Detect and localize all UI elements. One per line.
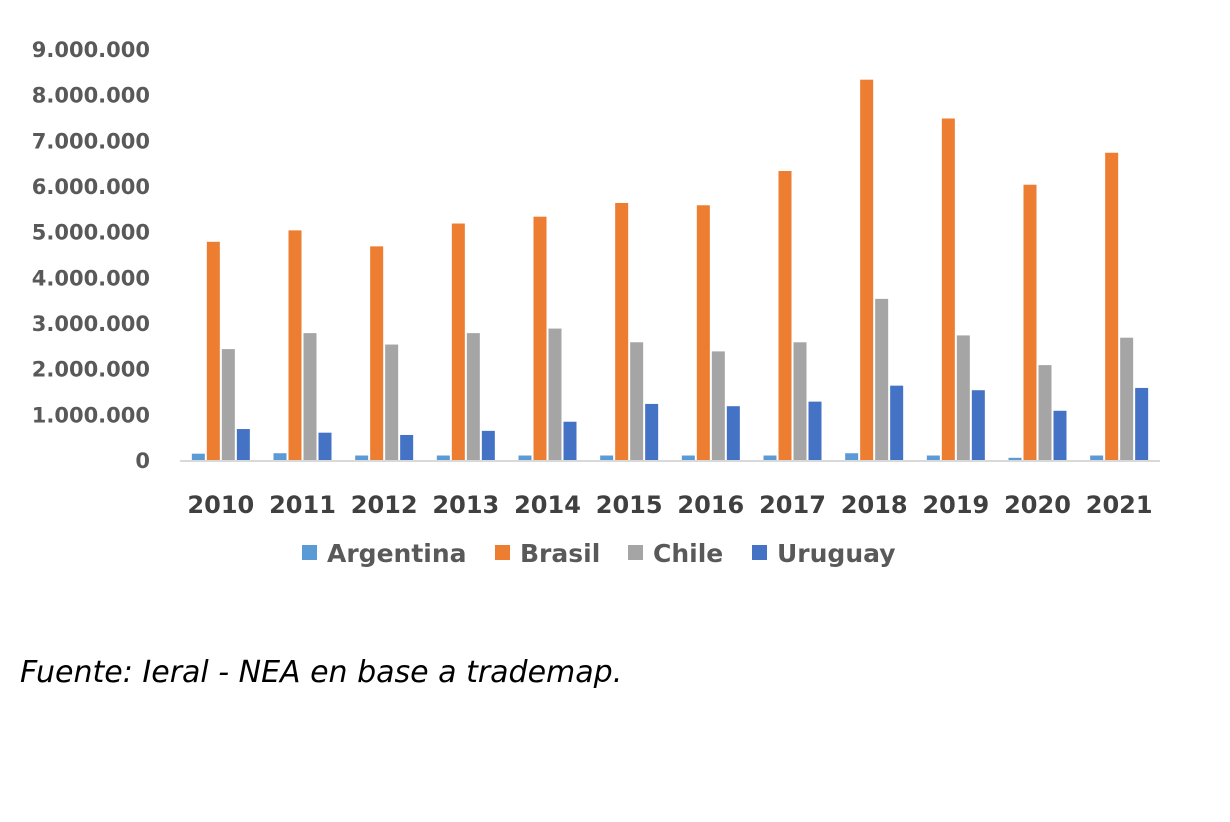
y-tick-label: 6.000.000	[32, 175, 150, 199]
x-tick-label: 2018	[841, 491, 908, 519]
bar-uruguay-2015	[645, 403, 659, 461]
bar-uruguay-2018	[890, 385, 904, 461]
bar-argentina-2016	[681, 455, 695, 461]
x-tick-label: 2011	[269, 491, 336, 519]
bar-argentina-2015	[600, 455, 614, 461]
y-tick-label: 8.000.000	[32, 84, 150, 108]
bar-uruguay-2011	[318, 432, 332, 461]
bar-chile-2015	[630, 342, 644, 461]
legend-swatch	[628, 545, 643, 560]
bar-argentina-2014	[518, 455, 532, 461]
legend-swatch	[752, 545, 767, 560]
bar-uruguay-2017	[808, 401, 822, 461]
bar-brasil-2015	[615, 202, 629, 461]
bar-chile-2014	[548, 328, 562, 461]
bar-brasil-2012	[370, 246, 384, 461]
y-tick-label: 4.000.000	[32, 266, 150, 290]
bar-uruguay-2016	[726, 406, 740, 461]
legend-item-argentina: Argentina	[302, 539, 467, 568]
x-tick-label: 2010	[187, 491, 254, 519]
legend-item-brasil: Brasil	[495, 539, 600, 568]
bar-argentina-2011	[273, 453, 287, 461]
bar-argentina-2010	[191, 453, 205, 461]
bar-argentina-2020	[1008, 457, 1022, 461]
bar-uruguay-2021	[1135, 387, 1149, 461]
bar-uruguay-2020	[1053, 410, 1067, 461]
bar-uruguay-2010	[236, 429, 250, 461]
bar-argentina-2019	[926, 455, 940, 461]
bar-uruguay-2014	[563, 421, 577, 461]
bar-chile-2018	[875, 298, 889, 461]
bars	[191, 79, 1149, 461]
y-tick-label: 5.000.000	[32, 221, 150, 245]
bar-argentina-2013	[436, 455, 450, 461]
y-axis: 0 1.000.000 2.000.000 3.000.000 4.000.000 5.0…	[32, 38, 150, 473]
bar-brasil-2016	[696, 205, 710, 461]
x-tick-label: 2020	[1004, 491, 1071, 519]
legend-label: Chile	[653, 539, 723, 568]
bar-chile-2020	[1038, 365, 1052, 461]
y-tick-label: 7.000.000	[32, 129, 150, 153]
x-tick-label: 2015	[596, 491, 663, 519]
bar-brasil-2018	[860, 79, 874, 461]
y-tick-label: 3.000.000	[32, 312, 150, 336]
legend-label: Argentina	[327, 539, 467, 568]
x-tick-label: 2021	[1086, 491, 1153, 519]
legend-label: Uruguay	[777, 539, 896, 568]
bar-brasil-2017	[778, 171, 792, 461]
legend-item-uruguay: Uruguay	[752, 539, 896, 568]
x-tick-label: 2012	[351, 491, 418, 519]
bar-brasil-2019	[941, 118, 955, 461]
x-tick-label: 2014	[514, 491, 581, 519]
x-tick-label: 2017	[759, 491, 826, 519]
y-tick-label: 0	[135, 449, 150, 473]
bar-uruguay-2012	[400, 434, 414, 461]
bar-brasil-2013	[451, 223, 465, 461]
bar-brasil-2021	[1105, 152, 1119, 461]
legend: Argentina Brasil Chile Uruguay	[302, 539, 896, 568]
bar-uruguay-2019	[971, 390, 985, 461]
legend-label: Brasil	[520, 539, 600, 568]
x-tick-label: 2013	[432, 491, 499, 519]
bar-chile-2013	[466, 333, 480, 461]
x-tick-label: 2016	[677, 491, 744, 519]
bar-chile-2010	[221, 349, 235, 461]
bar-chile-2012	[385, 344, 399, 461]
bar-argentina-2017	[763, 455, 777, 461]
x-tick-label: 2019	[922, 491, 989, 519]
bar-chile-2017	[793, 342, 807, 461]
bar-argentina-2021	[1090, 455, 1104, 461]
x-axis: 2010 2011 2012 2013 2014 2015 2016 2017 2018 2019…	[187, 491, 1152, 519]
source-note: Fuente: Ieral - NEA en base a trademap.	[20, 655, 623, 690]
bar-argentina-2018	[845, 453, 859, 461]
bar-uruguay-2013	[481, 430, 495, 461]
bar-argentina-2012	[355, 455, 369, 461]
legend-swatch	[302, 545, 317, 560]
legend-swatch	[495, 545, 510, 560]
bar-brasil-2011	[288, 230, 302, 461]
legend-item-chile: Chile	[628, 539, 723, 568]
bar-brasil-2010	[206, 241, 220, 461]
y-tick-label: 2.000.000	[32, 358, 150, 382]
bar-chile-2011	[303, 333, 317, 461]
y-tick-label: 1.000.000	[32, 403, 150, 427]
bar-chile-2021	[1120, 337, 1134, 461]
y-tick-label: 9.000.000	[32, 38, 150, 62]
bar-brasil-2014	[533, 216, 547, 461]
bar-chile-2016	[711, 351, 725, 461]
bar-chart: 0 1.000.000 2.000.000 3.000.000 4.000.000 5.0…	[32, 38, 1160, 568]
bar-chile-2019	[956, 335, 970, 461]
bar-brasil-2020	[1023, 184, 1037, 461]
